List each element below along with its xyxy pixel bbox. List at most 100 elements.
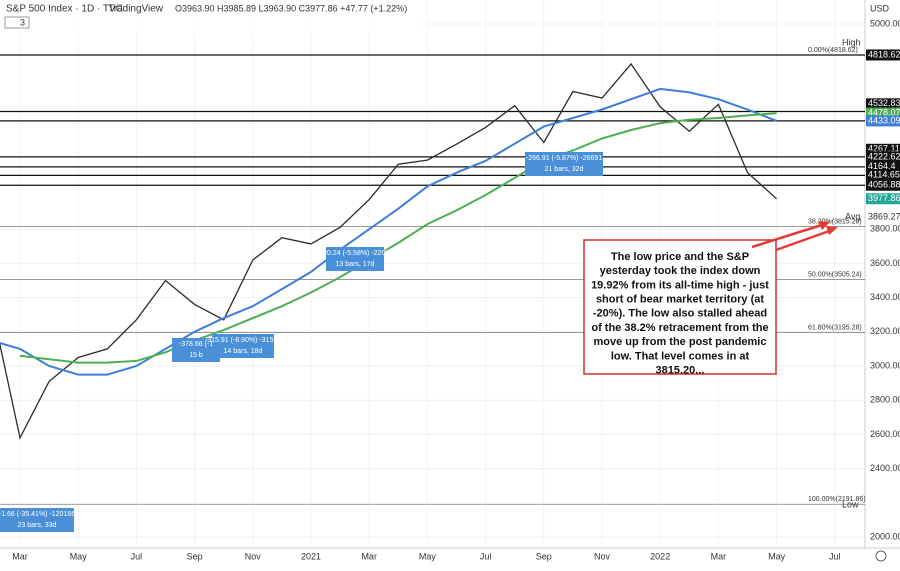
arrow <box>751 222 826 249</box>
annotation-line: -20%). The low also stalled ahead <box>593 308 767 320</box>
price-label-bg <box>866 169 900 181</box>
price-label-text: 4532.83 <box>868 98 900 108</box>
price-label: 4478.07 <box>866 108 900 119</box>
x-tick-label: Sep <box>187 551 203 561</box>
tag-low: Low <box>842 500 859 510</box>
ohlc: O3963.90 H3985.89 L3963.90 C3977.86 +47.… <box>175 3 407 13</box>
y-tick-label: 2600.00 <box>870 429 900 439</box>
x-tick-label: Sep <box>536 551 552 561</box>
price-label-text: 4267.11 <box>868 144 900 154</box>
price-label: 4433.09 <box>866 115 900 127</box>
price-label-bg <box>866 143 900 155</box>
x-tick-label: Mar <box>711 551 727 561</box>
price-line <box>0 87 777 376</box>
tag-avg: Avg <box>845 212 860 222</box>
x-tick-label: Mar <box>12 551 28 561</box>
symbol: S&P 500 Index · 1D · TVC <box>6 4 123 15</box>
measure-text: -266.91 (-5.87%) -26691 <box>526 155 602 162</box>
price-label-bg <box>866 49 900 61</box>
price-label-text: 4056.88 <box>868 180 900 190</box>
price-label: 3977.86 <box>866 193 900 205</box>
settings-icon[interactable] <box>875 550 887 562</box>
price-label-text: 4818.62 <box>868 49 900 59</box>
x-tick-label: 2022 <box>650 551 670 561</box>
price-label-text: 4222.62 <box>868 151 900 161</box>
fib-label: 61.80%(3195.28) <box>808 324 862 331</box>
price-label-text: 4164.4 <box>868 161 896 171</box>
annotation-line: move up from the post pandemic <box>594 336 767 348</box>
measure-bg <box>326 247 384 271</box>
fib-label: 50.00%(3505.24) <box>808 271 862 278</box>
measure-bg <box>0 508 74 532</box>
x-tick-label: Jul <box>480 551 492 561</box>
measure-text: 23 bars, 33d <box>18 522 57 529</box>
measure-box: -266.91 (-5.87%) -26691 21 bars, 32d <box>525 152 603 176</box>
price-label: 3869.27 <box>868 212 900 222</box>
price-label-text: 4433.09 <box>868 115 900 125</box>
y-tick-label: 2400.00 <box>870 463 900 473</box>
measure-text: 21 bars, 32d <box>545 166 584 173</box>
x-tick-label: 2021 <box>301 551 321 561</box>
price-label: 4267.11 <box>866 144 900 155</box>
price-label-bg <box>866 107 900 119</box>
measure-bg <box>525 152 603 176</box>
y-tick-label: 2800.00 <box>870 395 900 405</box>
x-tick-label: May <box>768 551 786 561</box>
measure-text: -1.66 (-35.41%) -120166 <box>0 511 75 518</box>
x-tick-label: May <box>70 551 88 561</box>
price-line <box>0 62 778 440</box>
price-label-text: 3977.86 <box>868 193 900 203</box>
measure-text: 14 bars, 18d <box>224 348 263 355</box>
price-label: 4222.62 <box>866 151 900 163</box>
measure-text: 15 b <box>189 352 203 359</box>
currency[interactable]: USD <box>870 3 890 13</box>
price-line <box>19 112 777 364</box>
measure-box: -220.24 (-5.58%) -22024 13 bars, 17d <box>317 247 393 271</box>
measure-text: -378.66 (-1 <box>179 341 213 348</box>
y-tick-label: 3400.00 <box>870 292 900 302</box>
header-bg <box>0 0 420 34</box>
price-label-text: 4114.65 <box>868 170 900 180</box>
arrow-head <box>826 226 838 235</box>
price-label: 4532.83 <box>866 98 900 110</box>
price-label-bg <box>866 179 900 191</box>
count: 3 <box>20 17 25 27</box>
measure-box: -315.91 (-8.90%) -31591 14 bars, 18d <box>205 334 281 358</box>
price-label-bg <box>866 115 900 127</box>
annotation-line: The low price and the S&P <box>611 251 749 263</box>
annotation-line: yesterday took the index down <box>600 265 761 277</box>
arrow-head <box>818 221 830 230</box>
measure-text: -315.91 (-8.90%) -31591 <box>205 337 281 344</box>
price-label-bg <box>866 193 900 205</box>
measure-text: 13 bars, 17d <box>336 261 375 268</box>
annotation-box <box>583 239 777 375</box>
y-tick-label: 3800.00 <box>870 224 900 234</box>
x-tick-label: Nov <box>594 551 611 561</box>
annotation-line: 3815.20... <box>656 365 705 377</box>
price-label: 4114.65 <box>866 170 900 181</box>
x-tick-label: Nov <box>245 551 262 561</box>
count-box <box>4 16 30 29</box>
brand: TradingView <box>108 4 164 15</box>
annotation-line: 19.92% from its all-time high - just <box>591 279 769 291</box>
tag-high: High <box>842 37 861 47</box>
annotation-line: short of bear market territory (at <box>596 294 764 306</box>
price-label-bg <box>866 98 900 110</box>
price-label: 4818.62 <box>866 49 900 61</box>
price-label-text: 4478.07 <box>868 108 900 118</box>
y-tick-label: 3600.00 <box>870 258 900 268</box>
x-tick-label: Jul <box>829 551 841 561</box>
fib-label: 100.00%(2191.86) <box>808 496 866 503</box>
x-tick-label: Jul <box>131 551 143 561</box>
arrow <box>775 228 833 252</box>
x-tick-label: May <box>419 551 437 561</box>
y-tick-label: 2000.00 <box>870 531 900 541</box>
fib-label: 38.20%(3815.20) <box>808 218 862 225</box>
annotation-line: of the 38.2% retracement from the <box>591 322 768 334</box>
price-label-bg <box>866 161 900 173</box>
fib-label: 0.00%(4818.62) <box>808 47 858 54</box>
measure-bg <box>212 334 274 358</box>
price-label: 4164.4 <box>866 161 900 173</box>
y-tick-label: 3200.00 <box>870 326 900 336</box>
